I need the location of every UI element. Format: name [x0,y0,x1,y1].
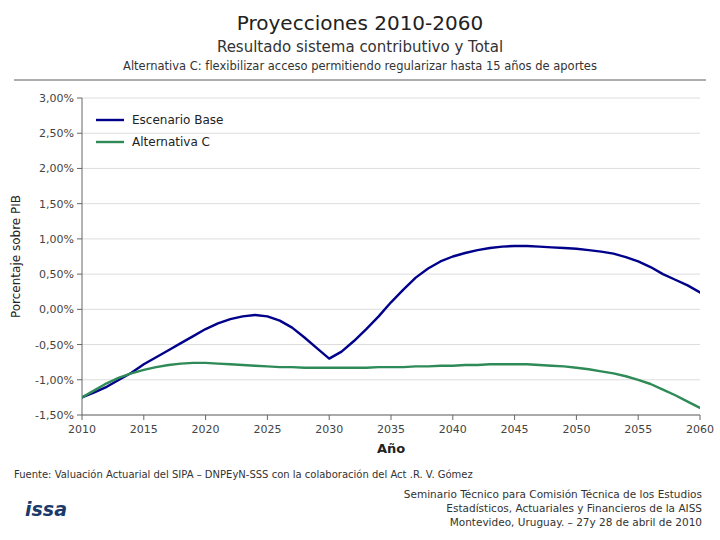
grid-line [82,168,700,169]
x-tick [700,415,701,420]
x-tick-label: 2060 [686,423,714,436]
y-tick-label: 2,50% [39,127,74,140]
x-tick-label: 2020 [192,423,220,436]
series-line [82,246,700,397]
grid-line [82,238,700,239]
x-tick-label: 2015 [130,423,158,436]
x-tick-label: 2035 [377,423,405,436]
subtitle: Resultado sistema contributivo y Total [217,38,503,56]
x-tick-label: 2055 [624,423,652,436]
x-tick-label: 2040 [439,423,467,436]
legend-label: Alternativa C [132,135,210,149]
y-tick-label: -1,50% [35,409,74,422]
legend: Escenario Base Alternativa C [96,113,223,149]
y-tick [77,98,82,99]
title-rule [14,80,706,81]
y-tick [77,203,82,204]
y-tick-label: 0,50% [39,268,74,281]
axes: -1,50% -1,00% -0,50% 0,00% 0,50% 1,00% 1,50% 2,… [35,92,714,436]
footer-line: Montevideo, Uruguay. – 27y 28 de abril d… [450,516,702,528]
x-tick-label: 2010 [68,423,96,436]
x-tick [143,415,144,420]
y-tick [77,309,82,310]
grid-line [82,415,700,416]
y-tick [77,379,82,380]
grid-line [82,203,700,204]
lines [82,246,700,408]
x-tick [638,415,639,420]
y-tick-label: -0,50% [35,339,74,352]
y-tick [77,274,82,275]
x-tick [452,415,453,420]
x-tick [205,415,206,420]
grid-line [82,379,700,380]
x-tick-label: 2030 [315,423,343,436]
x-tick-label: 2045 [501,423,529,436]
grid [82,98,700,415]
x-tick [391,415,392,420]
y-tick-label: -1,00% [35,374,74,387]
y-tick-label: 2,00% [39,162,74,175]
grid-line [82,98,700,99]
footer: Seminario Técnico para Comisión Técnica … [404,488,703,528]
x-axis [82,415,700,416]
y-tick [77,238,82,239]
y-axis-label: Porcentaje sobre PIB [9,195,23,318]
x-tick [514,415,515,420]
footer-line: Seminario Técnico para Comisión Técnica … [404,488,702,500]
legend-swatch [96,141,124,143]
legend-swatch [96,119,124,121]
x-tick [576,415,577,420]
grid-line [82,274,700,275]
x-tick-label: 2025 [253,423,281,436]
legend-label: Escenario Base [132,113,223,127]
x-axis-label: Año [377,441,405,456]
y-tick [77,168,82,169]
y-tick [77,415,82,416]
title: Proyecciones 2010-2060 [237,11,483,35]
x-tick [329,415,330,420]
grid-line [82,344,700,345]
grid-line [82,309,700,310]
y-tick-label: 0,00% [39,303,74,316]
logo-text: issa [25,498,67,520]
y-tick [77,133,82,134]
chart: Proyecciones 2010-2060 Resultado sistema … [0,0,720,540]
footnote: Fuente: Valuación Actuarial del SIPA – D… [14,469,473,480]
y-tick-label: 3,00% [39,92,74,105]
y-tick-label: 1,50% [39,198,74,211]
footer-line: Estadísticos, Actuariales y Financieros … [446,502,702,514]
grid-line [82,133,700,134]
subtitle: Alternativa C: flexibilizar acceso permi… [123,59,597,73]
x-tick [82,415,83,420]
series-line [82,363,700,408]
x-tick [267,415,268,420]
y-tick [77,344,82,345]
y-axis [82,98,83,415]
y-tick-label: 1,00% [39,233,74,246]
x-tick-label: 2050 [562,423,590,436]
